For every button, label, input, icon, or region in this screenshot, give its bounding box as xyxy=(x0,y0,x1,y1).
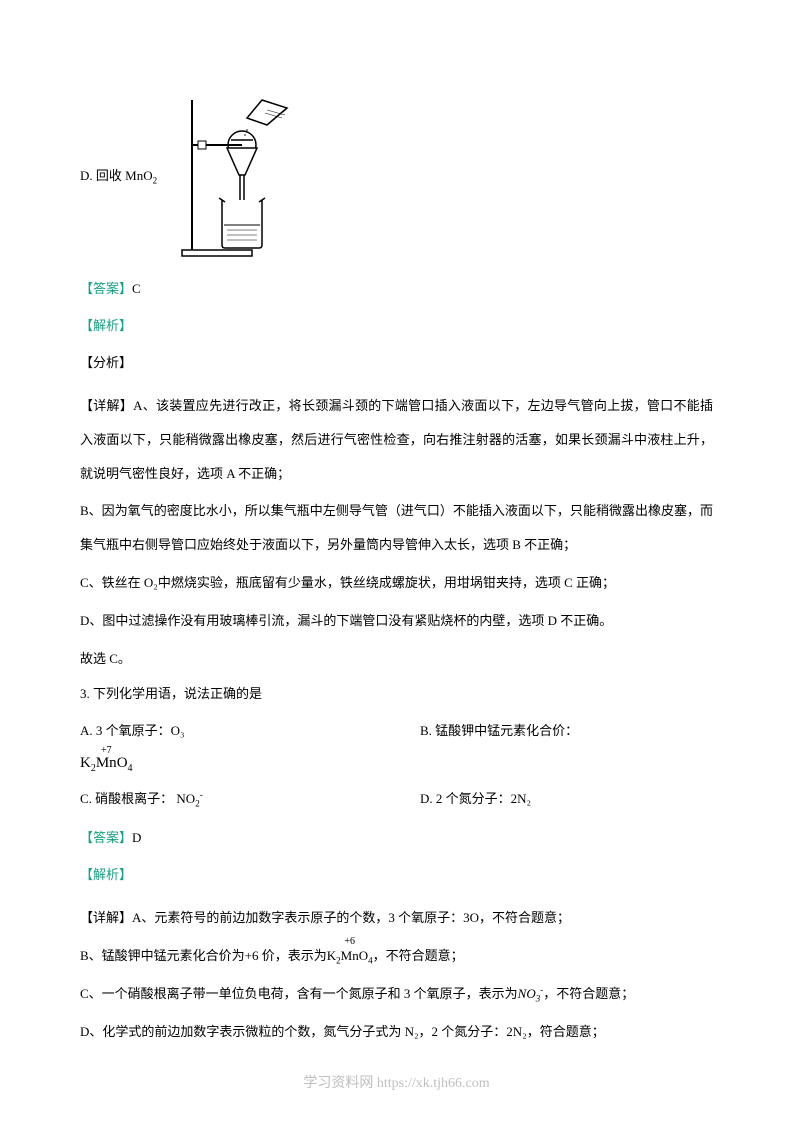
detail3-d: D、化学式的前边加数字表示微粒的个数，氮气分子式为 N₂，2 个氮分子：2N₂，… xyxy=(80,1015,713,1049)
q3-opt-b: B. 锰酸钾中锰元素化合价： xyxy=(420,720,578,739)
analysis-3-label: 【解析】 xyxy=(80,864,713,883)
detail2-conclusion: 故选 C。 xyxy=(80,642,713,676)
apparatus-diagram xyxy=(167,90,307,260)
question-3: 3. 下列化学用语，说法正确的是 xyxy=(80,683,713,702)
detail3-b: B、锰酸钾中锰元素化合价为+6 价，表示为K2+6MnO4，不符合题意； xyxy=(80,939,713,973)
footer: 学习资料网 https://xk.tjh66.com xyxy=(0,1072,793,1092)
q3-opt-d: D. 2 个氮分子：2N₂ xyxy=(420,788,531,809)
formula-no2: NO2- xyxy=(176,791,202,806)
option-d-label: D. 回收 MnO2 xyxy=(80,165,157,186)
detail2-d: D、图中过滤操作没有用玻璃棒引流，漏斗的下端管口没有紧贴烧杯的内壁，选项 D 不… xyxy=(80,604,713,638)
detail2-b: B、因为氧气的密度比水小，所以集气瓶中左侧导气管（进气口）不能插入液面以下，只能… xyxy=(80,494,713,562)
answer-2: 【答案】C xyxy=(80,278,713,297)
formula-k2mno4-6: K2+6MnO4 xyxy=(327,948,373,963)
formula-no3: NO3- xyxy=(518,986,544,1001)
q3-opt-a: A. 3 个氧原子：O₃ xyxy=(80,720,420,739)
q3-options-row2: C. 硝酸根离子： NO2- D. 2 个氮分子：2N₂ xyxy=(80,788,713,809)
q3-opt-c: C. 硝酸根离子： NO2- xyxy=(80,788,420,809)
option-d-row: D. 回收 MnO2 xyxy=(80,90,713,260)
q3-formula-b: K2+7MnO4 xyxy=(80,755,133,774)
q3-options-row1: A. 3 个氧原子：O₃ B. 锰酸钾中锰元素化合价： xyxy=(80,720,713,739)
detail2-a: 【详解】A、该装置应先进行改正，将长颈漏斗颈的下端管口插入液面以下，左边导气管向… xyxy=(80,389,713,490)
detail2-c: C、铁丝在 O₂中燃烧实验，瓶底留有少量水，铁丝绕成螺旋状，用坩埚钳夹持，选项 … xyxy=(80,566,713,600)
analysis-2-label: 【解析】 xyxy=(80,315,713,334)
answer-3: 【答案】D xyxy=(80,827,713,846)
fenxi-label: 【分析】 xyxy=(80,352,713,371)
detail3-a: 【详解】A、元素符号的前边加数字表示原子的个数，3 个氧原子：3O，不符合题意； xyxy=(80,901,713,935)
detail3-c: C、一个硝酸根离子带一单位负电荷，含有一个氮原子和 3 个氧原子，表示为NO3-… xyxy=(80,977,713,1011)
